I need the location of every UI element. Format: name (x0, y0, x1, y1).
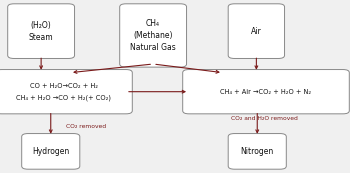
FancyBboxPatch shape (22, 134, 80, 169)
Text: (H₂O): (H₂O) (31, 21, 51, 30)
Text: CH₄ + H₂O →CO + H₂(+ CO₂): CH₄ + H₂O →CO + H₂(+ CO₂) (16, 94, 111, 101)
Text: CO₂ removed: CO₂ removed (66, 124, 107, 129)
Text: CO + H₂O→CO₂ + H₂: CO + H₂O→CO₂ + H₂ (30, 83, 98, 89)
FancyBboxPatch shape (228, 134, 286, 169)
FancyBboxPatch shape (183, 70, 349, 114)
Text: Air: Air (251, 27, 262, 36)
Text: Nitrogen: Nitrogen (241, 147, 274, 156)
Text: CH₄ + Air →CO₂ + H₂O + N₂: CH₄ + Air →CO₂ + H₂O + N₂ (220, 89, 312, 95)
FancyBboxPatch shape (228, 4, 285, 58)
FancyBboxPatch shape (120, 4, 187, 67)
Text: CH₄: CH₄ (146, 19, 160, 28)
Text: Natural Gas: Natural Gas (130, 43, 176, 52)
Text: Hydrogen: Hydrogen (32, 147, 69, 156)
Text: (Methane): (Methane) (133, 31, 173, 40)
Text: Steam: Steam (29, 33, 54, 42)
Text: CO₂ and H₂O removed: CO₂ and H₂O removed (231, 116, 298, 121)
FancyBboxPatch shape (8, 4, 75, 58)
FancyBboxPatch shape (0, 70, 132, 114)
